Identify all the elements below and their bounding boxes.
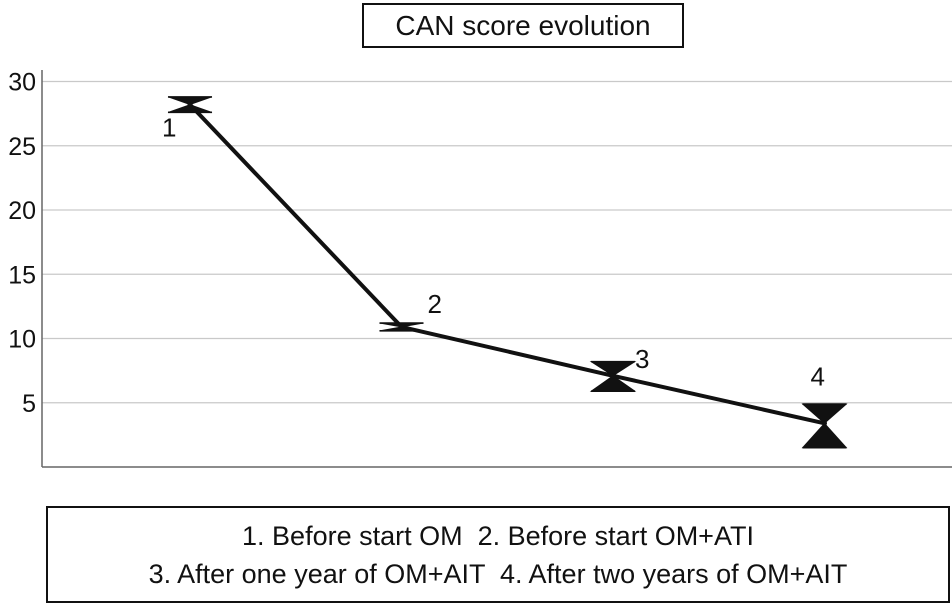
y-tick-label-30: 30	[8, 69, 36, 97]
point-label-2: 2	[428, 289, 442, 319]
gridlines	[42, 80, 952, 404]
y-tick-label-20: 20	[8, 197, 36, 225]
series-line	[188, 103, 825, 426]
legend-line-2: 3. After one year of OM+AIT 4. After two…	[148, 558, 848, 589]
error-hourglass-4	[801, 403, 848, 449]
error-bar-2	[379, 322, 424, 332]
y-tick-labels: 5 10 15 20 25 30	[8, 69, 36, 418]
error-bar-1	[167, 96, 213, 114]
error-bar-3	[589, 360, 637, 392]
data-point-1	[187, 102, 193, 108]
y-tick-label-25: 25	[8, 133, 36, 161]
series-line-path	[188, 103, 825, 426]
point-labels: 1 2 3 4	[162, 113, 825, 392]
data-point-4	[822, 420, 827, 426]
axes	[41, 70, 952, 468]
y-tick-label-5: 5	[22, 390, 36, 418]
error-bar-4	[801, 403, 848, 449]
y-tick-label-15: 15	[8, 261, 36, 289]
point-label-1: 1	[162, 113, 176, 143]
chart-title-box: CAN score evolution	[362, 3, 684, 48]
data-point-3	[610, 373, 616, 379]
data-point-2	[399, 324, 404, 330]
point-label-4: 4	[811, 361, 825, 391]
point-label-3: 3	[635, 344, 649, 374]
error-bars	[167, 96, 848, 449]
legend-line-1: 1. Before start OM 2. Before start OM+AT…	[242, 520, 754, 551]
chart-title: CAN score evolution	[395, 9, 651, 41]
y-tick-label-10: 10	[8, 326, 36, 354]
legend-box: 1. Before start OM 2. Before start OM+AT…	[46, 506, 950, 603]
